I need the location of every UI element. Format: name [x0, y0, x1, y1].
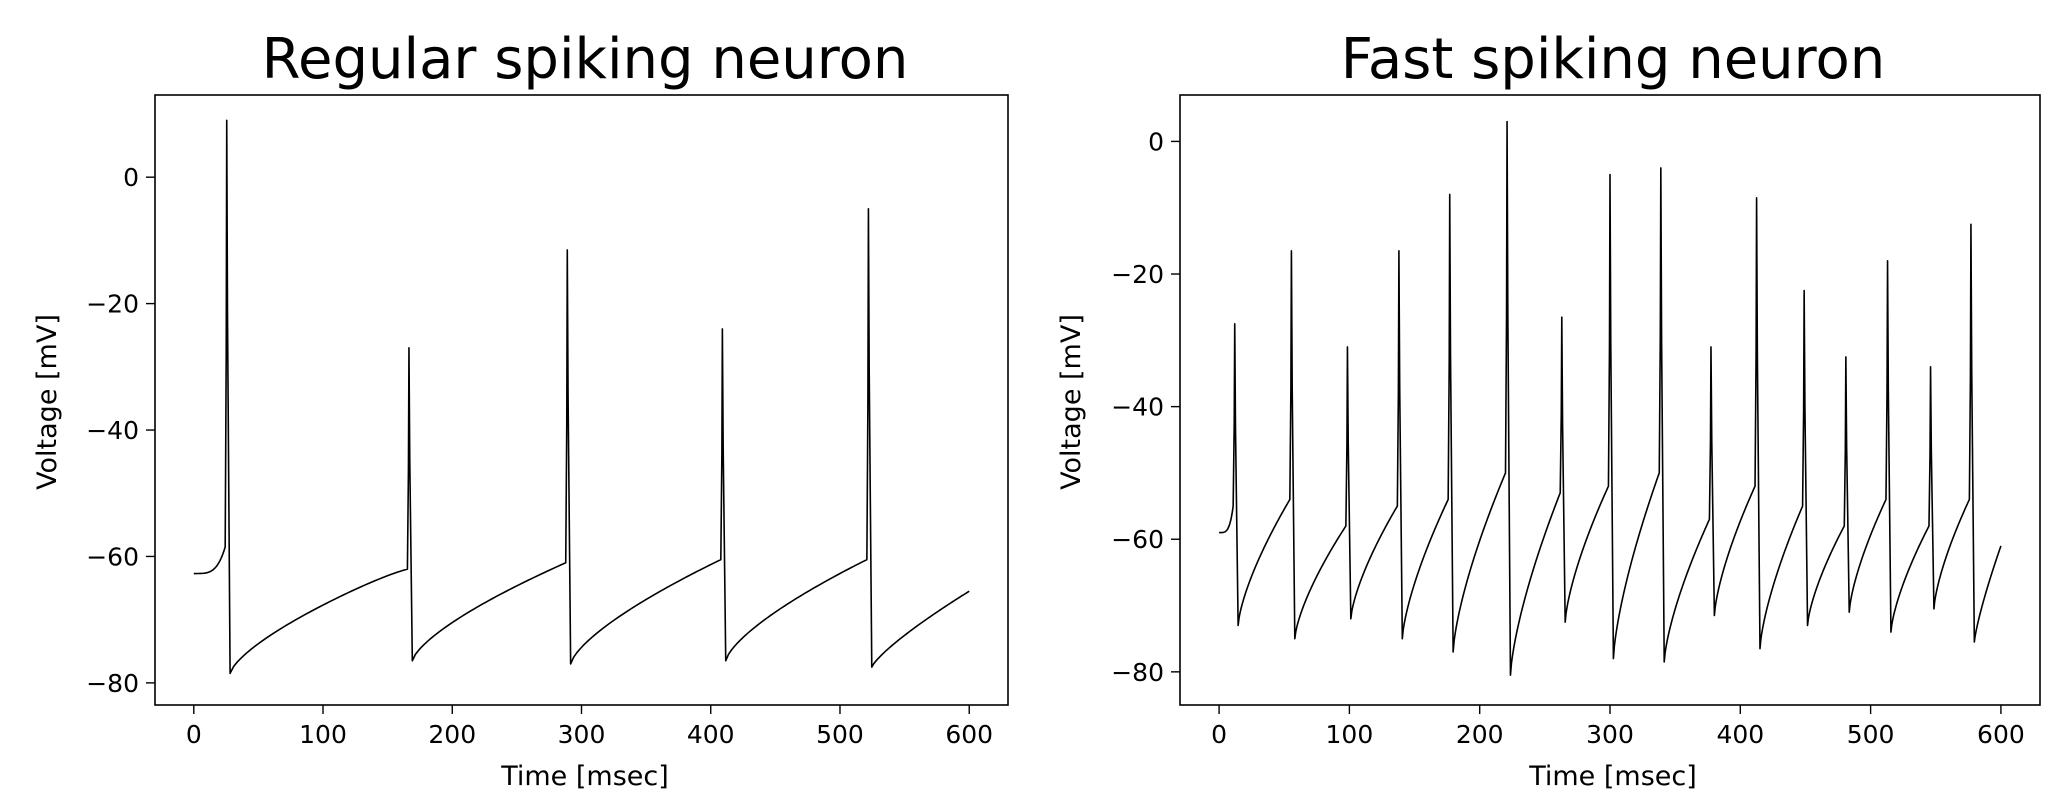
x-tick-label: 600	[1977, 720, 2025, 749]
x-tick-label: 500	[816, 720, 864, 749]
y-tick-label: −80	[1111, 658, 1164, 687]
y-tick-label: −20	[86, 290, 139, 319]
series-line-voltage	[193, 119, 970, 675]
y-tick-label: 0	[1148, 127, 1164, 156]
x-tick-label: 300	[1586, 720, 1634, 749]
x-tick-label: 0	[186, 720, 202, 749]
series-line-voltage	[1218, 120, 2002, 676]
x-tick-label: 300	[558, 720, 606, 749]
chart-fast-spiking: Fast spiking neuron Time [msec] Voltage …	[1056, 27, 2041, 792]
x-tick-label: 200	[1456, 720, 1504, 749]
y-tick-label: −60	[1111, 525, 1164, 554]
x-tick-label: 200	[428, 720, 476, 749]
chart-regular-spiking: Regular spiking neuron Time [msec] Volta…	[32, 27, 1009, 792]
x-axis-label: Time [msec]	[1528, 761, 1697, 792]
y-tick-label: −40	[1111, 393, 1164, 422]
y-tick-label: 0	[123, 163, 139, 192]
x-tick-label: 400	[1716, 720, 1764, 749]
plot-frame	[154, 94, 1009, 706]
y-tick-label: −20	[1111, 260, 1164, 289]
chart-title: Fast spiking neuron	[1341, 27, 1885, 92]
x-axis-label: Time [msec]	[500, 761, 669, 792]
x-tick-label: 0	[1211, 720, 1227, 749]
y-axis-label: Voltage [mV]	[32, 314, 63, 490]
y-tick-label: −80	[86, 669, 139, 698]
x-tick-label: 500	[1847, 720, 1895, 749]
x-tick-label: 100	[1326, 720, 1374, 749]
x-tick-label: 400	[687, 720, 735, 749]
x-tick-label: 100	[299, 720, 347, 749]
y-tick-label: −60	[86, 542, 139, 571]
chart-title: Regular spiking neuron	[262, 27, 909, 92]
x-tick-label: 600	[945, 720, 993, 749]
y-axis-label: Voltage [mV]	[1056, 314, 1087, 490]
y-tick-label: −40	[86, 416, 139, 445]
